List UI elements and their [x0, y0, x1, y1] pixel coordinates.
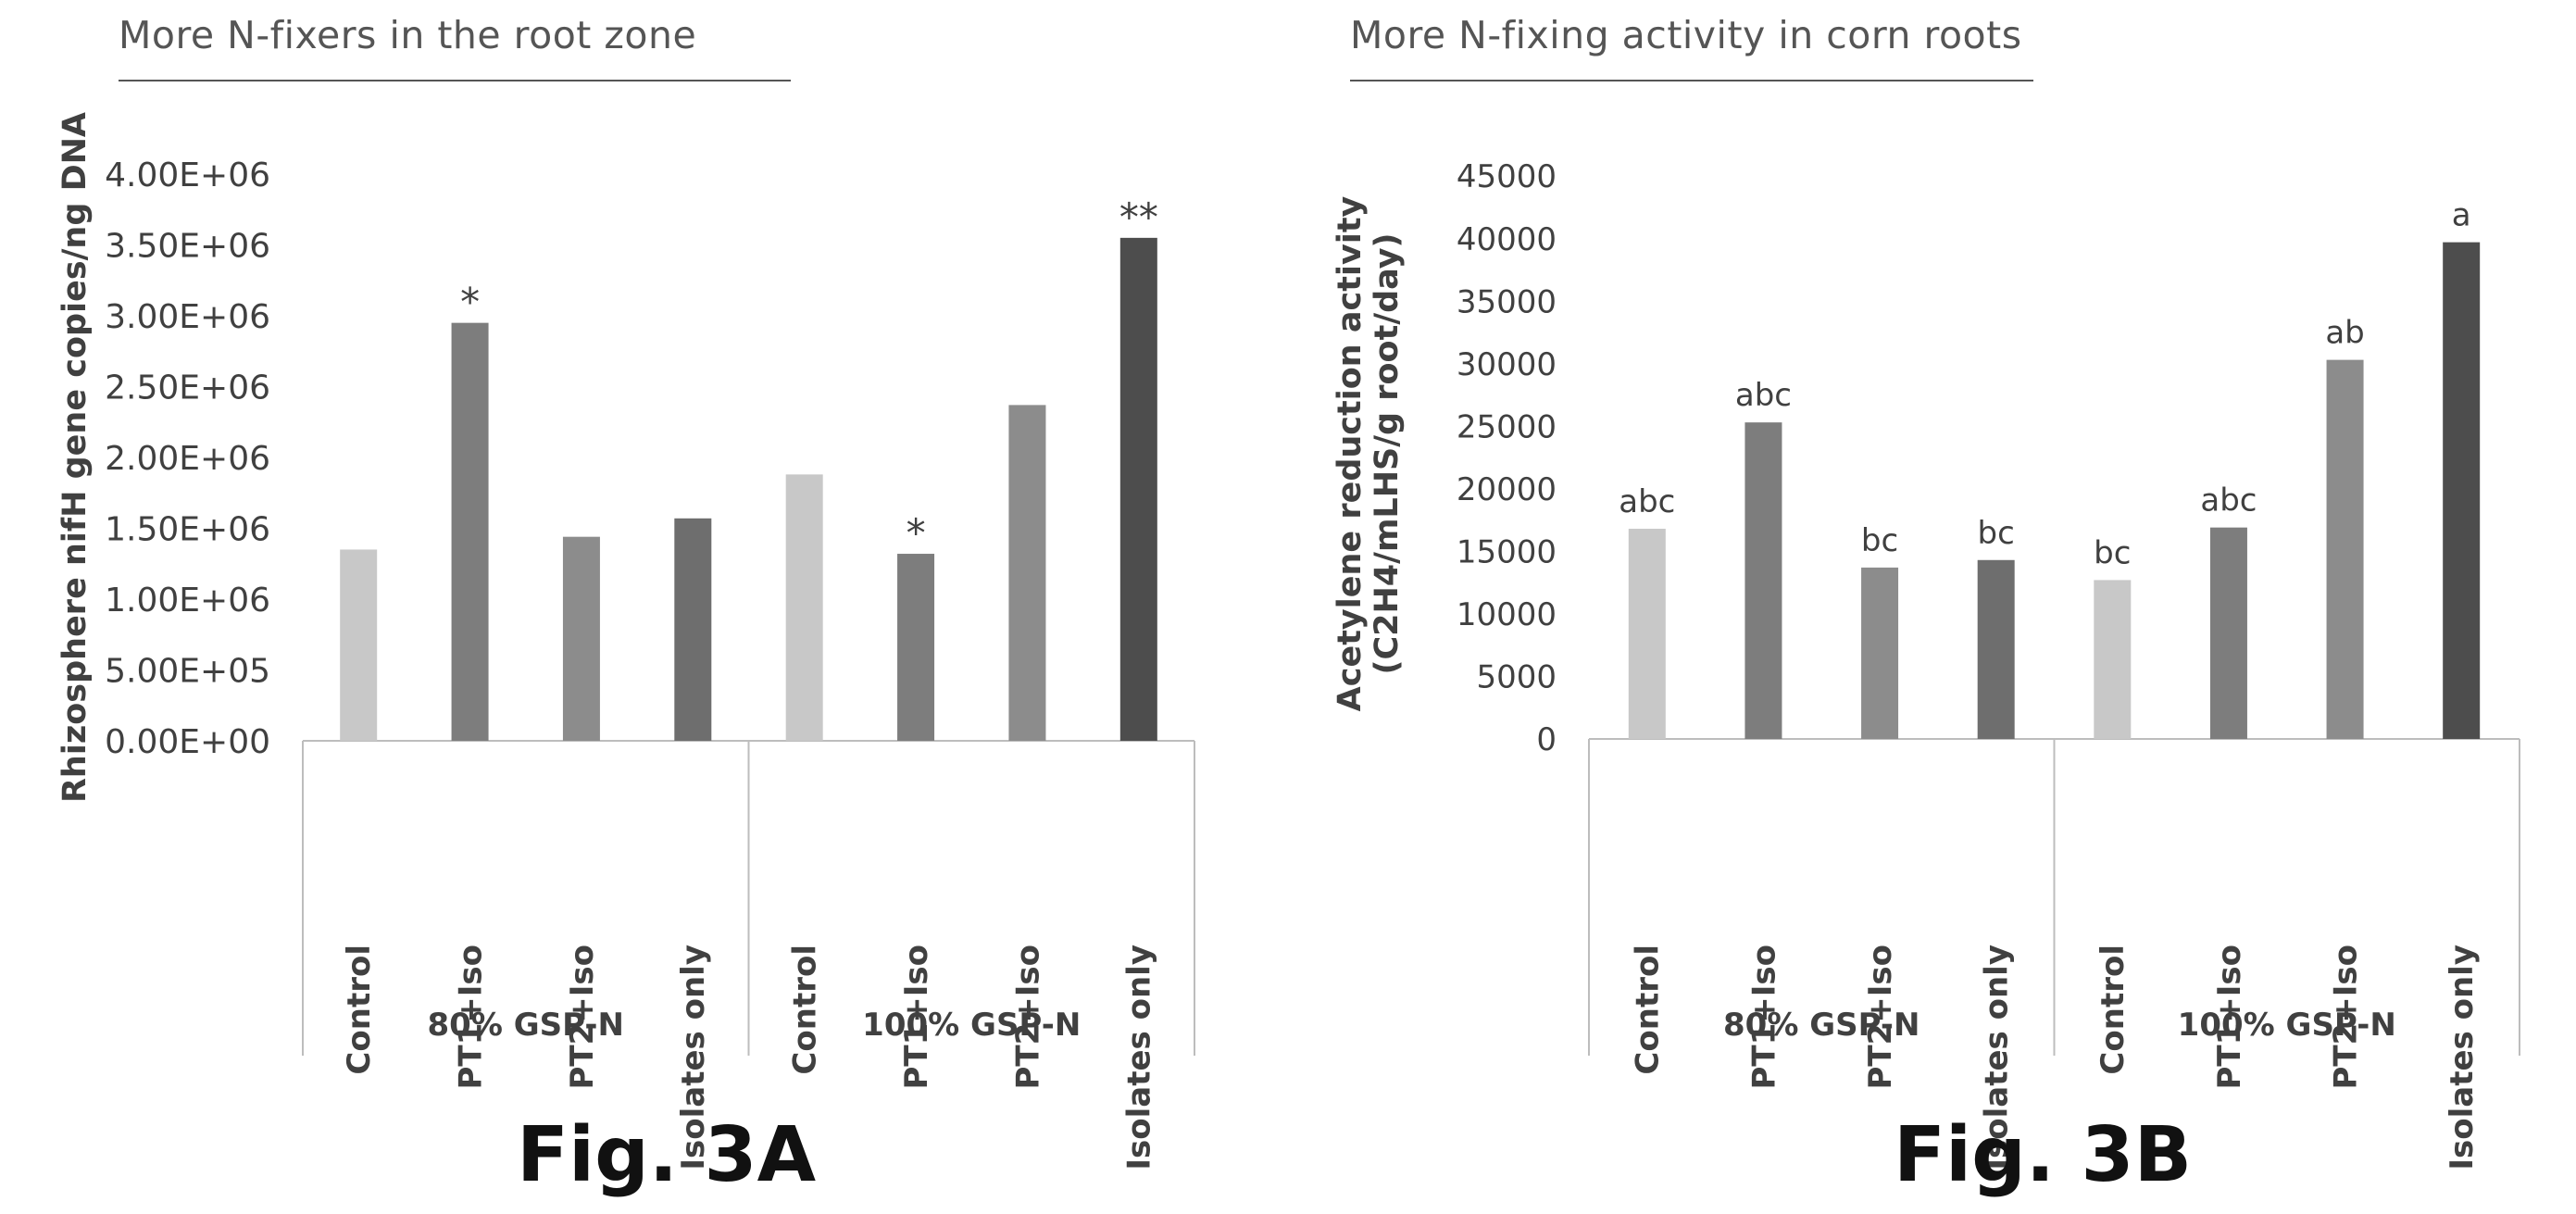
significance-label: bc [2094, 534, 2131, 571]
y-tick-label: 10000 [1457, 596, 1557, 633]
bar [1008, 405, 1046, 741]
y-tick-label: 30000 [1457, 346, 1557, 383]
group-label: 80% GSP-N [1723, 1007, 1920, 1044]
bar [1744, 422, 1782, 739]
figure-3b-panel: More N-fixing activity in corn roots 0 50… [1288, 0, 2576, 1214]
figure-3a-panel: More N-fixers in the root zone 0.00E+00 5… [56, 13, 1195, 1199]
significance-label: bc [1978, 515, 2015, 552]
y-tick-label: 40000 [1457, 221, 1557, 258]
y-tick-label: 2.00E+06 [105, 440, 270, 478]
significance-label: a [2452, 197, 2471, 234]
category-label: PT1+Iso [452, 945, 489, 1090]
category-label: PT2+Iso [1862, 945, 1899, 1090]
bar [451, 322, 489, 741]
y-tick-label: 5.00E+05 [105, 652, 270, 690]
y-tick-label: 4.00E+06 [105, 156, 270, 194]
category-label: Control [2095, 945, 2132, 1075]
y-tick-label: 35000 [1457, 283, 1557, 320]
bar [897, 554, 935, 741]
bar [2209, 527, 2247, 739]
category-label: Control [1630, 945, 1667, 1075]
y-tick-label: 3.00E+06 [105, 298, 270, 336]
bar [1977, 559, 2015, 739]
category-label: Isolates only [2444, 945, 2481, 1170]
group-label: 100% GSP-N [2178, 1007, 2396, 1044]
y-tick-label: 20000 [1457, 471, 1557, 508]
category-label: PT2+Iso [2327, 945, 2364, 1090]
category-label: PT2+Iso [564, 945, 601, 1090]
panel-a-header-rule [119, 80, 791, 81]
group-label: 80% GSP-N [428, 1007, 625, 1044]
bar [2326, 359, 2364, 739]
panel-b-header: More N-fixing activity in corn roots [1350, 13, 2022, 57]
y-axis-label: (C2H4/mLHS/g root/day) [1369, 232, 1406, 674]
chart-a: 0.00E+00 5.00E+05 1.00E+06 1.50E+06 2.00E+06… [56, 112, 1195, 1170]
bar [340, 549, 378, 741]
y-tick-label: 0.00E+00 [105, 723, 270, 761]
y-tick-label: 3.50E+06 [105, 227, 270, 265]
y-axis-label: Rhizosphere nifH gene copies/ng DNA [56, 112, 94, 803]
y-tick-label: 15000 [1457, 534, 1557, 571]
panel-a-header: More N-fixers in the root zone [119, 13, 697, 57]
bar [1119, 237, 1157, 742]
y-axis-label: Acetylene reduction activity [1332, 195, 1369, 711]
bar [1628, 529, 1666, 739]
category-label: Control [787, 945, 824, 1075]
figure-caption-3a: Fig. 3A [517, 1111, 817, 1199]
figure-caption-3b: Fig. 3B [1894, 1111, 2193, 1199]
category-label: PT1+Iso [898, 945, 935, 1090]
bar [785, 474, 823, 741]
y-tick-label: 5000 [1476, 659, 1557, 696]
significance-label: abc [2200, 482, 2257, 519]
category-label: Isolates only [1979, 945, 2016, 1170]
bar [674, 518, 712, 741]
significance-label: * [907, 510, 926, 556]
group-label: 100% GSP-N [862, 1007, 1081, 1044]
significance-label: * [460, 280, 480, 325]
significance-label: ab [2325, 315, 2364, 352]
chart-b: 0 5000 10000 15000 20000 25000 30000 35000 40000… [1332, 158, 2520, 1170]
y-tick-label: 2.50E+06 [105, 369, 270, 407]
category-label: Isolates only [675, 945, 712, 1170]
bar [2443, 242, 2481, 739]
category-label: PT1+Iso [2211, 945, 2248, 1090]
bar [1861, 567, 1899, 739]
bar [562, 536, 600, 741]
panel-b-header-rule [1350, 80, 2033, 81]
category-label: PT2+Iso [1009, 945, 1046, 1090]
category-label: PT1+Iso [1745, 945, 1782, 1090]
category-label: Control [341, 945, 378, 1075]
y-tick-label: 1.00E+06 [105, 582, 270, 620]
significance-label: ** [1119, 194, 1158, 240]
significance-label: abc [1619, 483, 1675, 520]
y-tick-label: 25000 [1457, 408, 1557, 445]
y-tick-label: 0 [1536, 721, 1557, 758]
significance-label: bc [1861, 522, 1898, 559]
y-tick-label: 45000 [1457, 158, 1557, 195]
category-label: Isolates only [1121, 945, 1158, 1170]
bar [2094, 580, 2132, 739]
y-tick-label: 1.50E+06 [105, 510, 270, 548]
significance-label: abc [1735, 377, 1792, 414]
